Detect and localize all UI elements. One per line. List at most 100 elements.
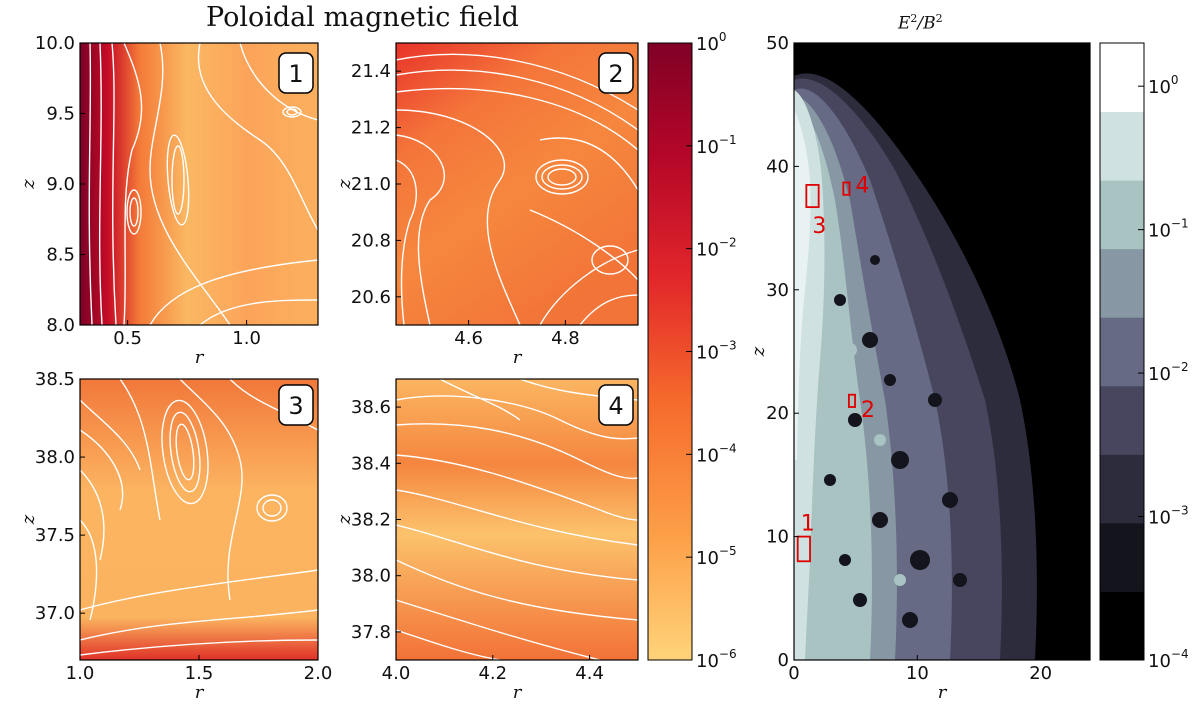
colorbar-band <box>1100 43 1144 113</box>
y-tick-label: 9.5 <box>46 104 75 125</box>
panel-2-streamlines <box>396 53 638 325</box>
colorbar-band <box>1100 454 1144 524</box>
x-tick-label: 1.0 <box>66 663 95 684</box>
region-box <box>796 535 811 563</box>
y-tick-label: 8.5 <box>46 245 75 266</box>
y-tick-label: 40 <box>766 156 789 177</box>
colorbar-tick-label: 10−2 <box>696 236 737 261</box>
x-axis-label: r <box>195 682 205 703</box>
x-tick-label: 4.0 <box>382 663 411 684</box>
colorbar-band <box>1100 180 1144 250</box>
region-box <box>842 181 851 196</box>
colorbar-tick-label: 10−4 <box>1148 647 1189 672</box>
y-tick-label: 50 <box>766 33 789 54</box>
colorbar-band <box>1100 522 1144 592</box>
y-tick-label: 38.4 <box>351 453 391 474</box>
colorbar-tick-label: 100 <box>1148 73 1179 98</box>
region-box-label: 4 <box>856 174 870 199</box>
colorbar-band <box>1100 111 1144 181</box>
x-tick-label: 4.2 <box>478 663 507 684</box>
x-axis-label: r <box>195 347 205 368</box>
x-tick-label: 10 <box>906 663 929 684</box>
colorbar-tick-label: 100 <box>696 30 727 55</box>
y-tick-label: 20.8 <box>351 230 391 251</box>
panel-1-streamlines <box>88 43 318 325</box>
panel-4: 4 4.0 4.2 4.4 37.8 38.0 38.2 38.4 38.6 r z <box>334 378 639 703</box>
y-tick-label: 21.2 <box>351 118 391 139</box>
y-axis-label: z <box>18 514 39 525</box>
colorbar-tick-label: 10−1 <box>1148 217 1189 242</box>
colorbar-tick-label: 10−4 <box>696 441 737 466</box>
panel-1: 1 0.5 1.0 8.0 8.5 9.0 9.5 10.0 r z <box>18 33 319 368</box>
y-axis-label: z <box>334 514 355 525</box>
panel-1-badge-label: 1 <box>288 60 303 88</box>
panel-1-badge: 1 <box>278 52 314 94</box>
y-tick-label: 38.0 <box>351 566 391 587</box>
colorbar-tick-label: 10−1 <box>696 133 737 158</box>
x-tick-label: 20 <box>1029 663 1052 684</box>
panel-3: 3 1.0 1.5 2.0 37.0 37.5 38.0 38.5 r z <box>18 369 332 703</box>
field-colorbar-bar <box>647 42 693 661</box>
x-tick-label: 4.6 <box>454 328 483 349</box>
y-tick-label: 38.2 <box>351 510 391 531</box>
region-box-label: 2 <box>861 398 875 423</box>
region-box <box>805 184 820 209</box>
y-tick-label: 38.0 <box>35 447 75 468</box>
y-axis-label: z <box>334 179 355 190</box>
y-tick-label: 10.0 <box>35 33 75 54</box>
colorbar-band <box>1100 248 1144 318</box>
x-tick-label: 1.5 <box>185 663 214 684</box>
y-tick-label: 10 <box>766 527 789 548</box>
right-figure-title: E2/B2 <box>898 12 943 34</box>
colorbar-tick-label: 10−5 <box>696 544 737 569</box>
colorbar-band <box>1100 317 1144 387</box>
region-box-label: 1 <box>801 512 815 537</box>
y-tick-label: 37.0 <box>35 603 75 624</box>
left-figure-title: Poloidal magnetic field <box>206 2 519 33</box>
x-tick-label: 4.4 <box>575 663 604 684</box>
colorbar-band <box>1100 385 1144 455</box>
x-axis-label: r <box>513 347 523 368</box>
panel-3-badge-label: 3 <box>288 392 303 420</box>
ratio-panel: 1 2 3 4 0 10 20 0 10 20 30 40 50 r z <box>748 33 1091 703</box>
y-tick-label: 20 <box>766 403 789 424</box>
panel-2-badge-label: 2 <box>608 60 623 88</box>
panel-2-badge: 2 <box>598 52 634 94</box>
panel-1-heatmap <box>80 43 318 325</box>
panel-4-badge: 4 <box>598 384 634 426</box>
region-box-label: 3 <box>812 214 826 239</box>
colorbar-tick-label: 10−6 <box>696 647 737 672</box>
x-tick-label: 4.8 <box>551 328 580 349</box>
x-tick-label: 2.0 <box>304 663 333 684</box>
y-tick-label: 37.5 <box>35 525 75 546</box>
colorbar-band <box>1100 591 1144 661</box>
x-tick-label: 0 <box>788 663 799 684</box>
y-tick-label: 20.6 <box>351 287 391 308</box>
y-axis-label: z <box>748 346 769 357</box>
panel-4-streamlines <box>396 379 638 660</box>
y-tick-label: 8.0 <box>46 315 75 336</box>
panel-4-badge-label: 4 <box>608 392 623 420</box>
colorbar-tick-label: 10−3 <box>1148 504 1189 529</box>
y-tick-label: 0 <box>778 650 789 671</box>
panel-2: 2 4.6 4.8 20.6 20.8 21.0 21.2 21.4 r z <box>334 42 639 368</box>
colorbar-tick-label: 10−2 <box>1148 360 1189 385</box>
panel-2-heatmap <box>396 43 638 325</box>
y-tick-label: 21.4 <box>351 61 391 82</box>
y-tick-label: 21.0 <box>351 174 391 195</box>
y-tick-label: 9.0 <box>46 174 75 195</box>
y-tick-label: 38.5 <box>35 369 75 390</box>
panel-3-streamlines <box>80 379 318 656</box>
colorbar-tick-label: 10−3 <box>696 339 737 364</box>
panel-3-badge: 3 <box>278 384 314 426</box>
x-tick-label: 0.5 <box>113 328 142 349</box>
y-tick-label: 30 <box>766 280 789 301</box>
field-colorbar: 100 10−1 10−2 10−3 10−4 10−5 10−6 <box>647 30 737 672</box>
x-axis-label: r <box>513 682 523 703</box>
y-axis-label: z <box>18 179 39 190</box>
y-tick-label: 38.6 <box>351 397 391 418</box>
y-tick-label: 37.8 <box>351 622 391 643</box>
ratio-colorbar: 100 10−1 10−2 10−3 10−4 <box>1099 42 1189 672</box>
x-tick-label: 1.0 <box>232 328 261 349</box>
